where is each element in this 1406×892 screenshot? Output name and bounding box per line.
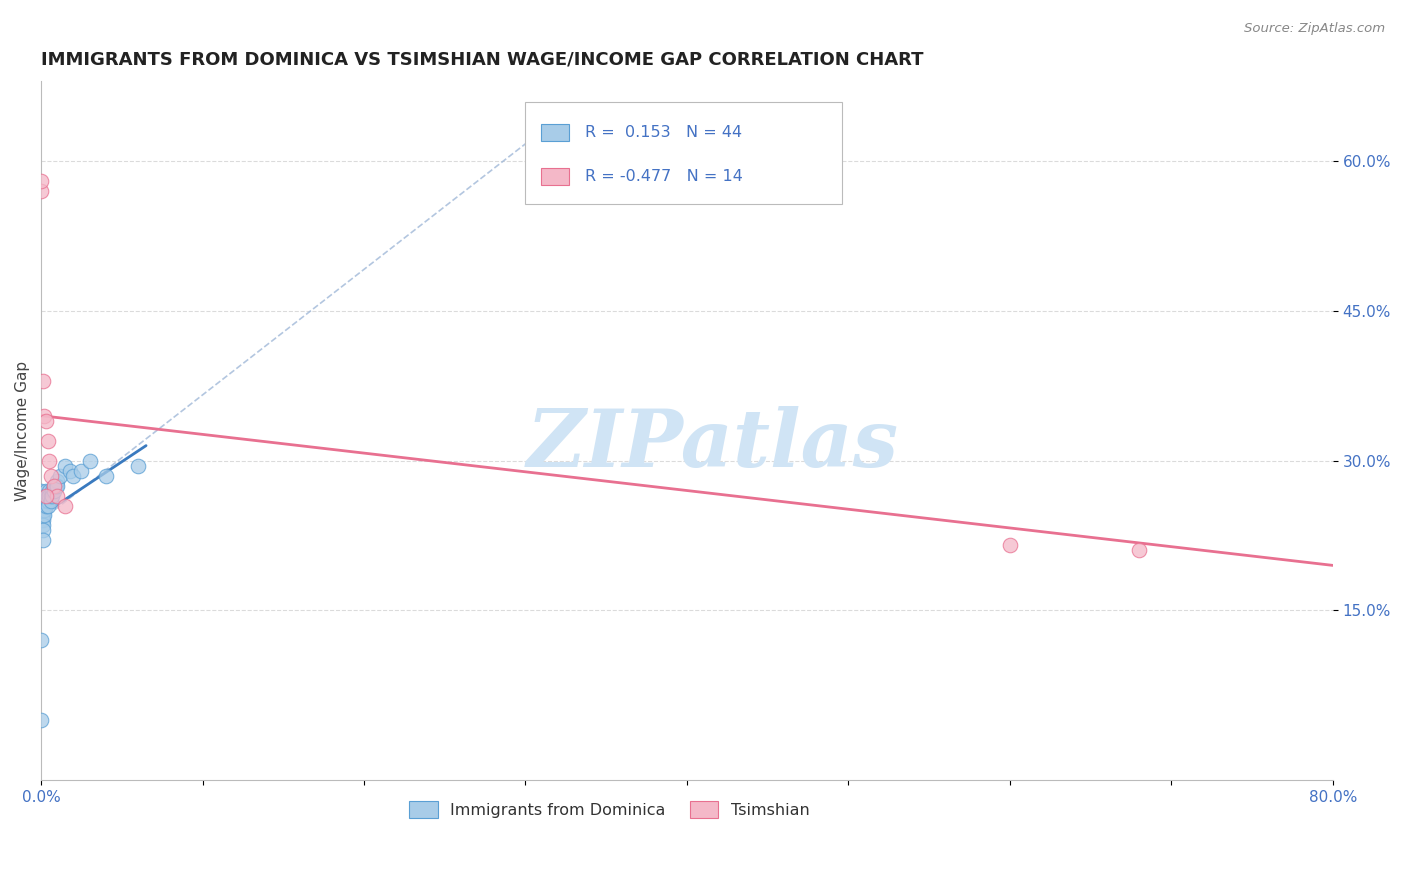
Point [34,489,56,503]
Point [30,633,52,648]
Text: IMMIGRANTS FROM DOMINICA VS TSIMSHIAN WAGE/INCOME GAP CORRELATION CHART: IMMIGRANTS FROM DOMINICA VS TSIMSHIAN WA… [41,51,924,69]
Point [39,468,62,483]
Point [41,489,63,503]
Point [34,503,56,517]
Point [42,478,65,492]
Point [31,513,53,527]
Point [35,414,58,428]
Point [34,499,56,513]
Point [42,483,65,498]
Point [38,453,60,467]
Text: R = -0.477   N = 14: R = -0.477 N = 14 [585,169,742,185]
Point [35,499,58,513]
Point [34,493,56,508]
Point [42,478,65,492]
Point [37,434,59,448]
Point [30,483,52,498]
Point [30,503,52,517]
FancyBboxPatch shape [541,169,569,186]
Point [37,499,59,513]
Point [53,458,76,473]
Point [38,489,60,503]
Point [34,508,56,523]
Text: Source: ZipAtlas.com: Source: ZipAtlas.com [1244,22,1385,36]
Point [31,499,53,513]
Point [38,483,60,498]
Point [127,458,149,473]
Point [31,518,53,533]
Point [49,468,72,483]
Point [30,184,52,198]
Point [30,713,52,727]
Point [46,478,69,492]
Point [34,409,56,423]
Point [70,464,93,478]
Legend: Immigrants from Dominica, Tsimshian: Immigrants from Dominica, Tsimshian [402,794,817,824]
Point [35,489,58,503]
Text: R =  0.153   N = 44: R = 0.153 N = 44 [585,125,742,140]
Point [31,374,53,388]
Point [35,483,58,498]
Point [31,533,53,548]
Point [39,493,62,508]
Point [31,493,53,508]
Point [39,489,62,503]
Point [94,468,117,483]
Point [35,493,58,508]
FancyBboxPatch shape [526,103,842,203]
Point [30,513,52,527]
Point [53,499,76,513]
Point [46,489,69,503]
Point [79,453,101,467]
Point [59,464,82,478]
Point [30,174,52,188]
Point [37,489,59,503]
FancyBboxPatch shape [541,124,569,141]
Y-axis label: Wage/Income Gap: Wage/Income Gap [15,360,30,500]
Point [35,489,58,503]
Point [46,474,69,488]
Point [37,493,59,508]
Point [998,538,1021,552]
Point [31,524,53,538]
Point [1128,543,1150,558]
Point [45,478,67,492]
Point [31,508,53,523]
Point [31,503,53,517]
Point [62,468,84,483]
Point [41,483,63,498]
Text: ZIPatlas: ZIPatlas [527,406,898,483]
